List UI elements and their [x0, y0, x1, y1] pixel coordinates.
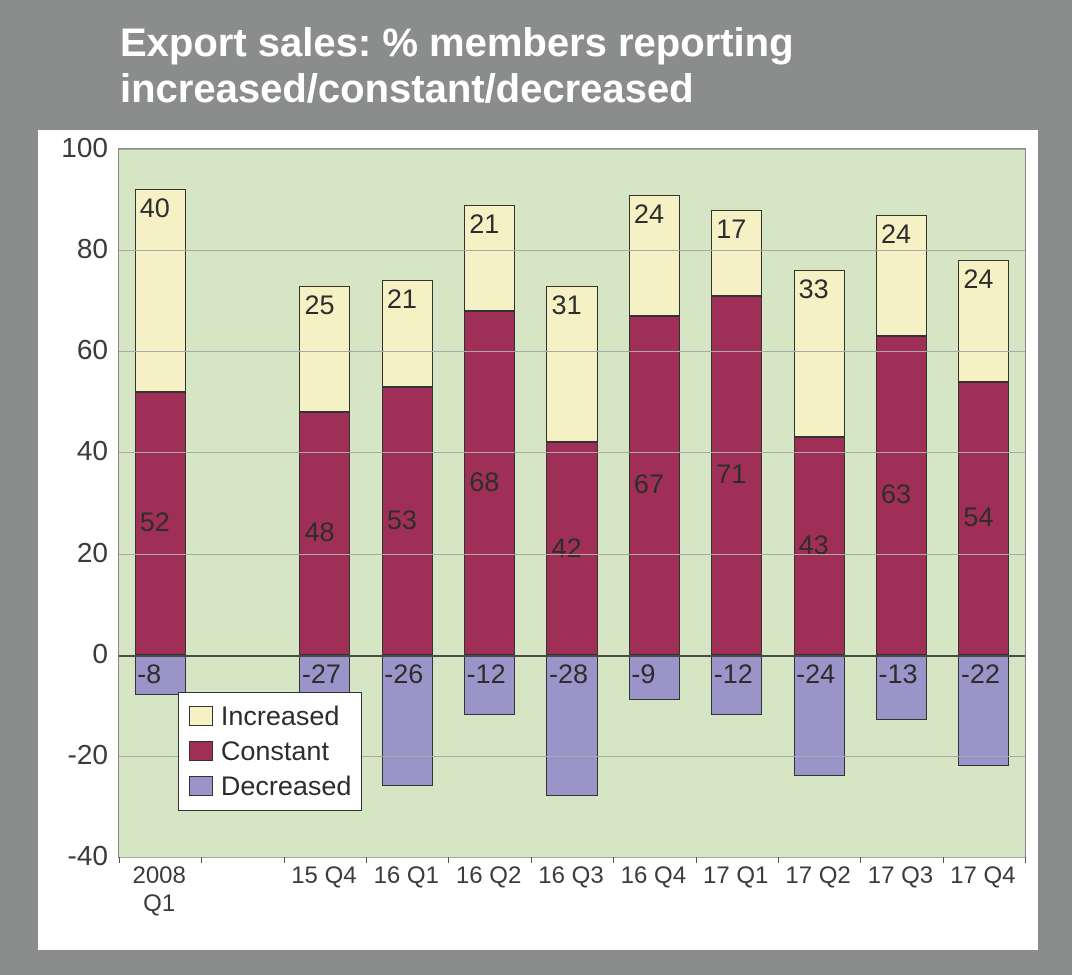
- x-tick-label: 16 Q4: [621, 862, 686, 890]
- bar-value-increased: 21: [387, 284, 417, 315]
- bar-value-constant: 52: [140, 507, 170, 538]
- x-tick-label: 17 Q1: [703, 862, 768, 890]
- legend-item: Decreased: [189, 769, 352, 804]
- y-tick-label: -40: [68, 840, 108, 872]
- y-tick-label: -20: [68, 739, 108, 771]
- bar-value-increased: 21: [469, 209, 499, 240]
- legend: Increased Constant Decreased: [178, 692, 363, 811]
- bar-value-increased: 24: [634, 199, 664, 230]
- bar-value-increased: 24: [881, 219, 911, 250]
- bar-value-increased: 40: [140, 193, 170, 224]
- y-tick-label: 60: [77, 334, 108, 366]
- bar-group: 68 21 -12: [464, 149, 515, 857]
- bar-value-increased: 31: [552, 290, 582, 321]
- bar-value-increased: 33: [799, 274, 829, 305]
- x-tick-label: 16 Q3: [538, 862, 603, 890]
- y-axis-labels: 100 80 60 40 20 0 -20 -40: [38, 130, 116, 950]
- legend-swatch: [189, 741, 213, 761]
- x-tick-label: 2008 Q1: [132, 862, 185, 917]
- bar-group: 54 24 -22: [958, 149, 1009, 857]
- bar-value-constant: 63: [881, 479, 911, 510]
- chart-panel: 100 80 60 40 20 0 -20 -40 52 40 -8 48 25 -27 53 21 -26 6…: [38, 130, 1038, 950]
- bar-value-constant: 42: [552, 533, 582, 564]
- x-tick-label: 17 Q2: [785, 862, 850, 890]
- legend-item: Constant: [189, 734, 352, 769]
- bar-value-constant: 67: [634, 469, 664, 500]
- bar-group: 53 21 -26: [382, 149, 433, 857]
- bar-value-decreased: -9: [631, 659, 655, 690]
- y-tick-label: 80: [77, 233, 108, 265]
- legend-label: Increased: [221, 701, 340, 732]
- page: Export sales: % members reporting increa…: [0, 0, 1072, 975]
- legend-label: Constant: [221, 736, 329, 767]
- legend-item: Increased: [189, 699, 352, 734]
- bar-value-constant: 68: [469, 467, 499, 498]
- bar-value-increased: 24: [963, 264, 993, 295]
- y-tick-label: 20: [77, 537, 108, 569]
- bar-value-increased: 25: [304, 290, 334, 321]
- bar-group: 42 31 -28: [546, 149, 597, 857]
- x-tick-label: 17 Q4: [950, 862, 1015, 890]
- x-tick-label: 16 Q2: [456, 862, 521, 890]
- legend-label: Decreased: [221, 771, 352, 802]
- bar-value-constant: 54: [963, 502, 993, 533]
- bar-value-decreased: -22: [961, 659, 1000, 690]
- y-tick-label: 0: [92, 638, 108, 670]
- bar-value-constant: 43: [799, 530, 829, 561]
- bar-group: 43 33 -24: [794, 149, 845, 857]
- bar-group: 67 24 -9: [629, 149, 680, 857]
- y-tick-label: 40: [77, 435, 108, 467]
- bar-value-constant: 71: [716, 459, 746, 490]
- bar-value-decreased: -24: [796, 659, 835, 690]
- x-axis-labels: 2008 Q1 15 Q4 16 Q1 16 Q2 16 Q3 16 Q4 17 Q1 17 …: [118, 862, 1024, 932]
- bar-value-decreased: -12: [467, 659, 506, 690]
- bar-value-constant: 48: [304, 517, 334, 548]
- bar-value-decreased: -13: [878, 659, 917, 690]
- chart-title: Export sales: % members reporting increa…: [120, 20, 1012, 112]
- bar-value-constant: 53: [387, 505, 417, 536]
- bar-value-increased: 17: [716, 214, 746, 245]
- x-tick-label: 15 Q4: [291, 862, 356, 890]
- x-tick-label: 16 Q1: [374, 862, 439, 890]
- y-tick-label: 100: [61, 132, 108, 164]
- bar-value-decreased: -8: [137, 659, 161, 690]
- bar-group: 71 17 -12: [711, 149, 762, 857]
- bar-value-decreased: -28: [549, 659, 588, 690]
- legend-swatch: [189, 776, 213, 796]
- bar-group: 63 24 -13: [876, 149, 927, 857]
- plot-area: 52 40 -8 48 25 -27 53 21 -26 68 21 -12 42 31 -28 67 24 -9…: [118, 148, 1026, 858]
- x-tick-label: 17 Q3: [868, 862, 933, 890]
- bar-value-decreased: -27: [302, 659, 341, 690]
- legend-swatch: [189, 706, 213, 726]
- bar-value-decreased: -26: [384, 659, 423, 690]
- bar-value-decreased: -12: [714, 659, 753, 690]
